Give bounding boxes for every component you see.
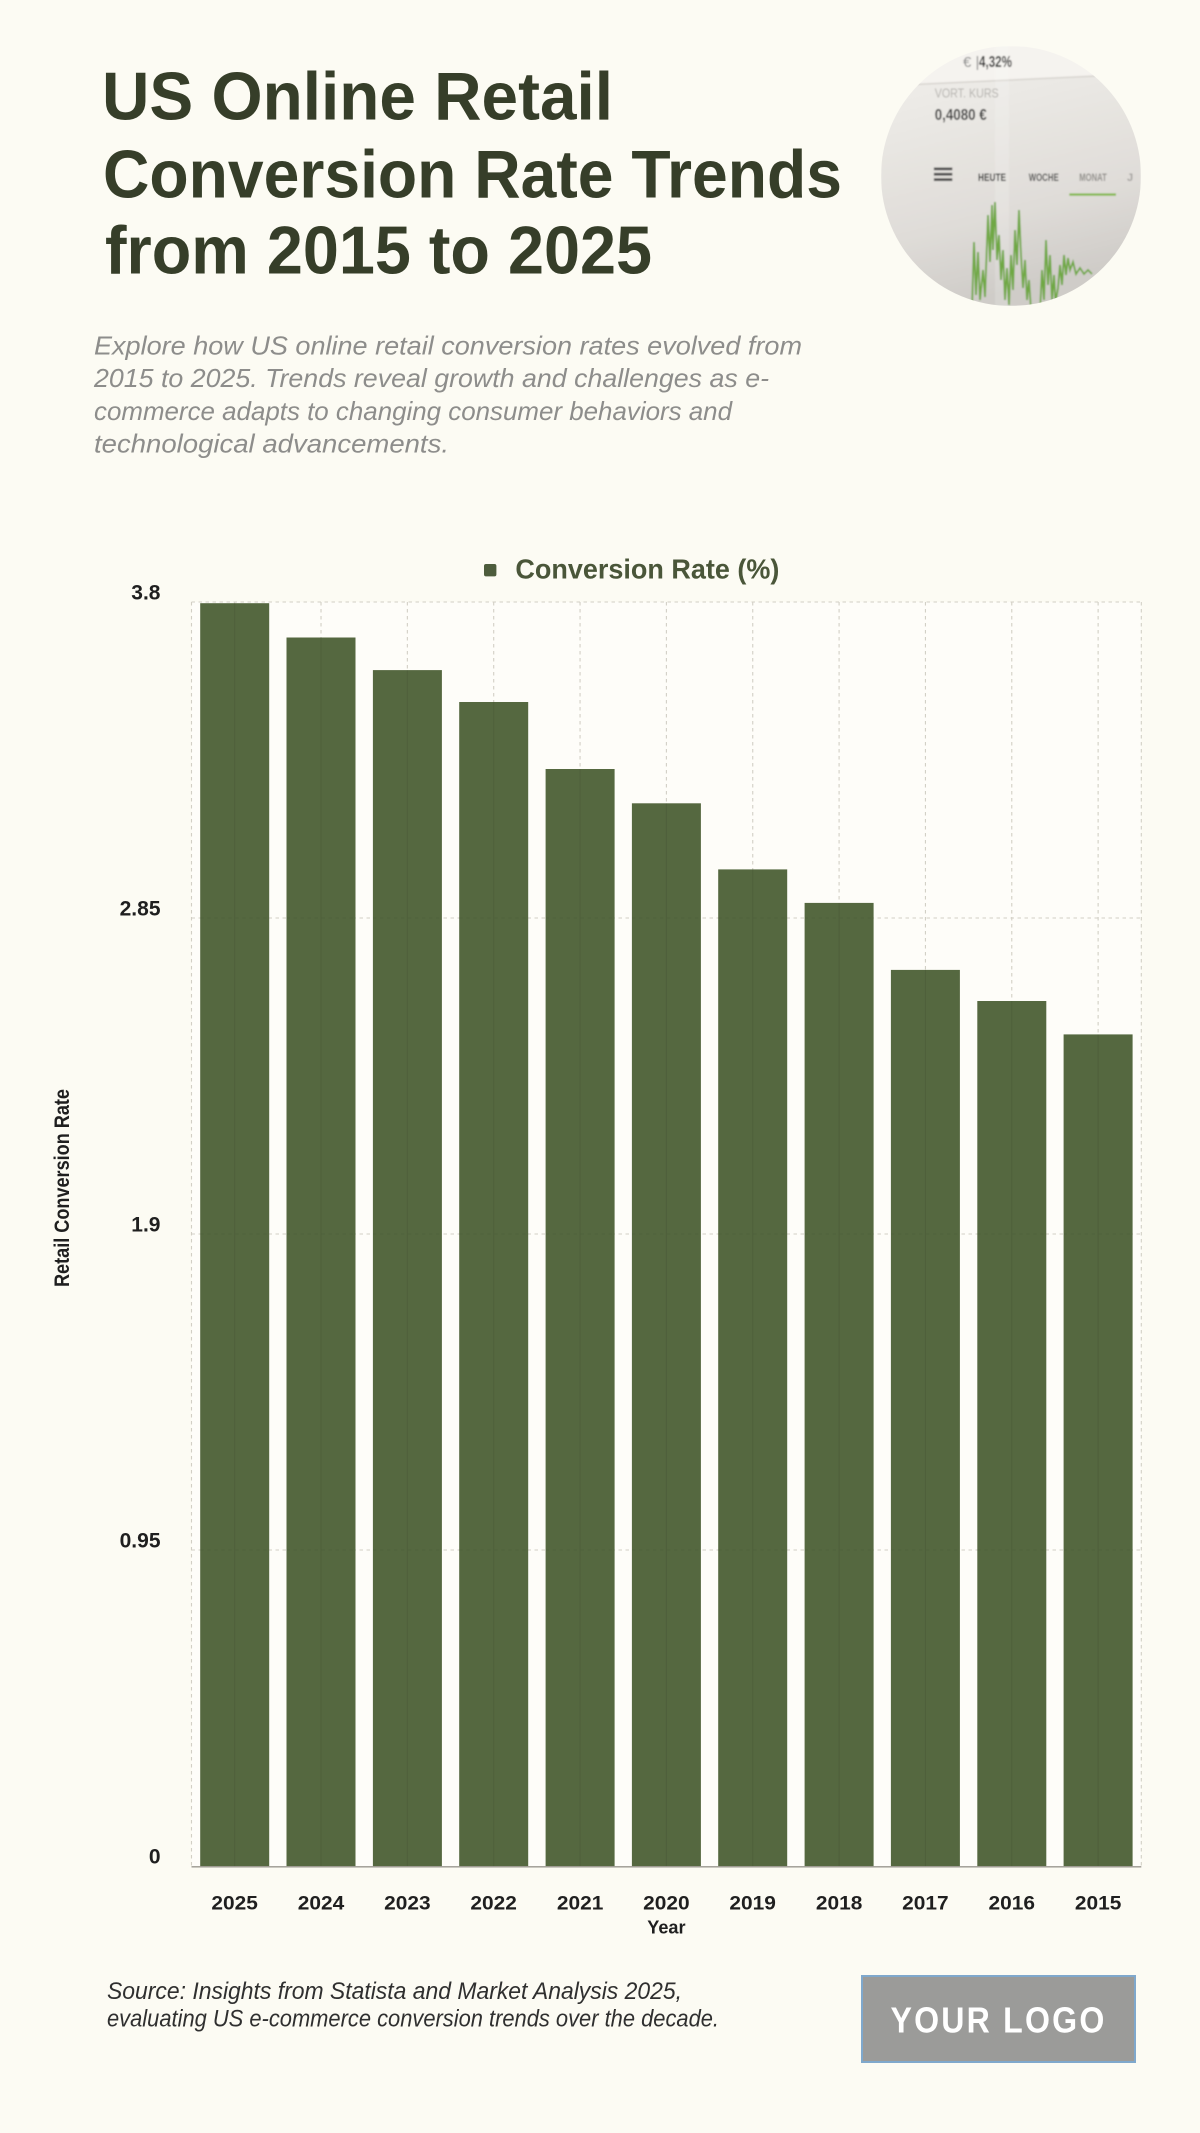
svg-text:2015 to 2025. Trends reveal gr: 2015 to 2025. Trends reveal growth and c… [93,363,769,393]
svg-text:2023: 2023 [384,1893,431,1915]
svg-text:2016: 2016 [989,1893,1036,1915]
svg-text:J: J [1127,172,1133,184]
svg-text:€ |: € | [963,54,979,71]
svg-text:2017: 2017 [902,1893,949,1915]
svg-text:Conversion Rate (%): Conversion Rate (%) [515,554,779,585]
svg-text:2022: 2022 [470,1893,517,1915]
svg-text:Year: Year [647,1918,685,1938]
svg-text:2.85: 2.85 [120,898,161,921]
svg-text:YOUR LOGO: YOUR LOGO [891,2000,1107,2041]
svg-text:2015: 2015 [1075,1893,1122,1915]
svg-text:VORT. KURS: VORT. KURS [935,85,999,100]
svg-text:MONAT: MONAT [1079,172,1107,184]
svg-text:WOCHE: WOCHE [1029,172,1059,184]
svg-text:0.95: 0.95 [120,1530,161,1553]
svg-text:4,32%: 4,32% [979,54,1012,71]
svg-text:0: 0 [149,1846,161,1869]
svg-text:commerce adapts to changing co: commerce adapts to changing consumer beh… [94,396,734,426]
svg-text:2024: 2024 [298,1893,345,1915]
svg-text:from 2015 to 2025: from 2015 to 2025 [105,212,652,288]
svg-text:Explore how US online retail c: Explore how US online retail conversion … [94,330,802,360]
svg-text:2020: 2020 [643,1893,690,1915]
svg-text:Retail Conversion Rate: Retail Conversion Rate [50,1089,74,1287]
svg-text:evaluating US e-commerce conve: evaluating US e-commerce conversion tren… [107,2005,719,2032]
svg-text:1.9: 1.9 [131,1214,160,1237]
svg-text:Source: Insights from Statista: Source: Insights from Statista and Marke… [107,1978,682,2005]
svg-text:0,4080 €: 0,4080 € [935,107,987,124]
svg-text:2025: 2025 [211,1893,258,1915]
svg-text:technological advancements.: technological advancements. [94,429,449,459]
svg-text:2021: 2021 [557,1893,604,1915]
svg-text:US Online Retail: US Online Retail [102,58,613,134]
svg-text:Conversion Rate Trends: Conversion Rate Trends [103,136,842,212]
svg-text:HEUTE: HEUTE [978,172,1006,184]
svg-text:2019: 2019 [729,1893,776,1915]
svg-text:2018: 2018 [816,1893,863,1915]
svg-text:3.8: 3.8 [131,582,161,605]
